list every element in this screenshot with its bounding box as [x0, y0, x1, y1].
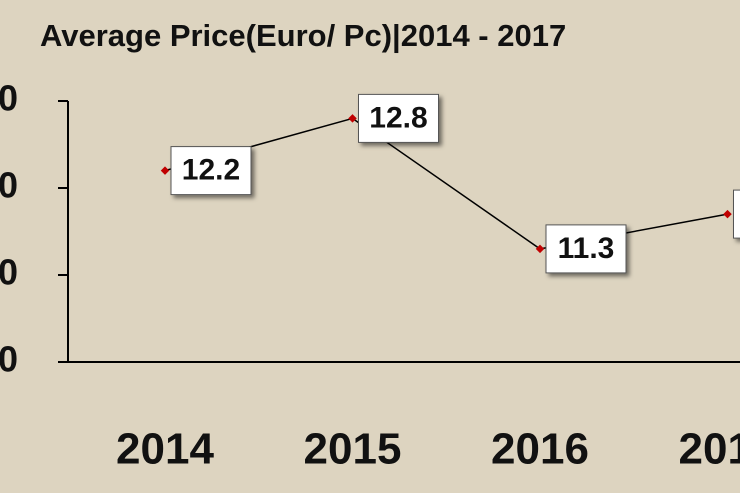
x-tick-label: 2016	[491, 425, 589, 474]
y-tick-label: 11.0	[0, 252, 18, 293]
y-tick-label: 10.0	[0, 339, 18, 380]
data-label: 12.2	[182, 154, 240, 187]
y-tick-label: 13.0	[0, 78, 18, 119]
x-tick-label: 2015	[304, 425, 402, 474]
y-tick-label: 12.0	[0, 165, 18, 206]
data-label-box	[358, 93, 439, 143]
line	[164, 117, 728, 250]
point	[348, 114, 357, 123]
data-label: 12.8	[369, 101, 427, 134]
x-tick-label: 2017	[679, 425, 740, 474]
x-tick-label: 2014	[116, 425, 214, 474]
point	[723, 209, 732, 219]
data-label-box	[545, 224, 627, 274]
point	[160, 166, 170, 175]
chart-title: Average Price(Euro/ Pc)|2014 - 2017	[40, 18, 566, 53]
data-label: 11.3	[558, 232, 615, 265]
data-label-box	[733, 189, 740, 239]
data-label-box	[170, 146, 252, 196]
